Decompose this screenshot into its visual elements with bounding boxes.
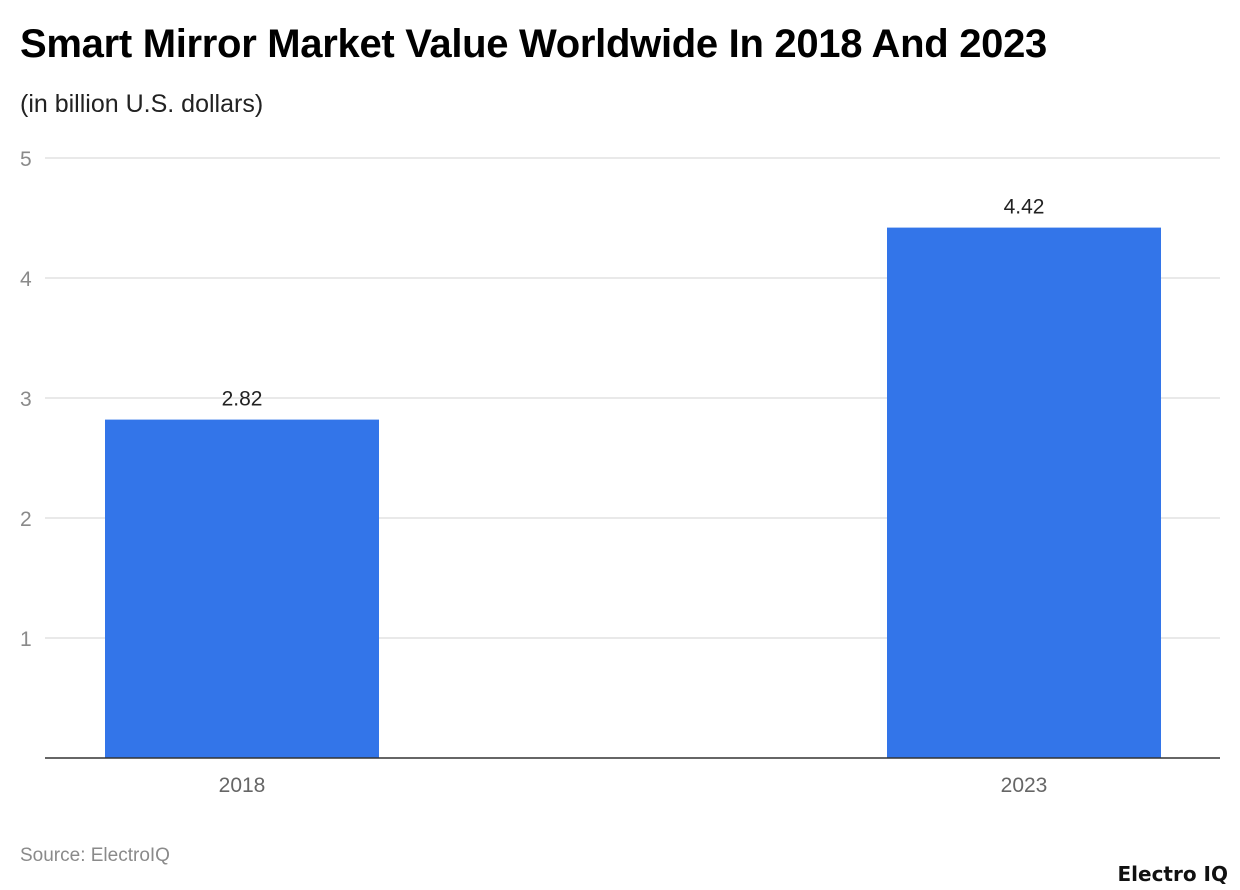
bar-value-label: 2.82: [222, 388, 263, 411]
x-tick-label: 2018: [219, 774, 266, 797]
y-tick-label: 5: [20, 148, 32, 171]
electroiq-logo: Electro IQ: [1117, 862, 1228, 886]
source-note: Source: ElectroIQ: [20, 845, 170, 866]
y-tick-label: 3: [20, 388, 32, 411]
x-tick-label: 2023: [1001, 774, 1048, 797]
bar-2018: [105, 419, 379, 758]
bar-value-label: 4.42: [1004, 196, 1045, 219]
y-tick-label: 1: [20, 628, 32, 651]
bar-2023: [887, 227, 1161, 759]
y-tick-label: 2: [20, 508, 32, 531]
chart-title: Smart Mirror Market Value Worldwide In 2…: [20, 22, 1047, 66]
chart-subtitle: (in billion U.S. dollars): [20, 90, 264, 118]
y-tick-label: 4: [20, 268, 32, 291]
